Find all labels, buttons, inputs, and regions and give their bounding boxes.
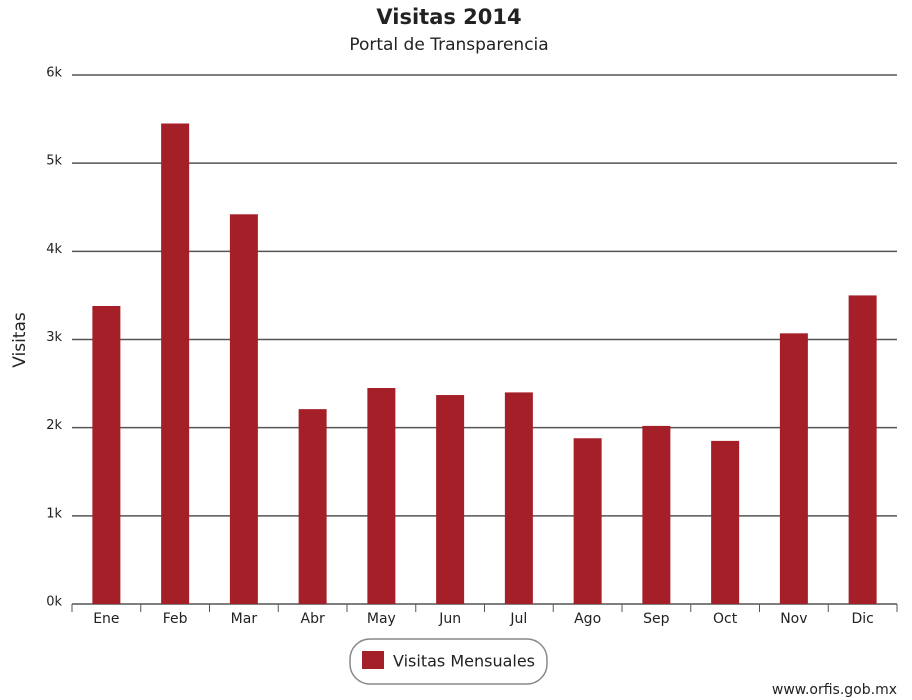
y-tick-label: 1k — [46, 506, 62, 521]
x-tick-label: Jul — [509, 611, 527, 627]
legend-swatch — [362, 651, 384, 669]
x-tick-label: Abr — [301, 611, 325, 627]
x-tick-label: Dic — [851, 611, 873, 627]
x-tick-label: Mar — [231, 611, 258, 627]
bar — [298, 409, 327, 604]
x-tick-label: Ene — [93, 611, 119, 627]
y-tick-label: 6k — [46, 66, 62, 81]
bar — [642, 425, 671, 604]
bar — [92, 305, 121, 604]
bar — [367, 387, 396, 604]
y-tick-label: 4k — [46, 242, 62, 257]
x-tick-label: Ago — [574, 611, 601, 627]
bar — [573, 438, 602, 604]
y-tick-label: 3k — [46, 330, 62, 345]
credit: www.orfis.gob.mx — [772, 682, 897, 698]
legend-label: Visitas Mensuales — [393, 652, 535, 671]
bar — [436, 395, 465, 604]
y-tick-label: 2k — [46, 418, 62, 433]
x-tick-label: Nov — [780, 611, 807, 627]
chart-subtitle: Portal de Transparencia — [349, 35, 548, 55]
x-tick-label: Sep — [643, 611, 670, 627]
chart-title: Visitas 2014 — [376, 5, 521, 29]
x-tick-label: Jun — [438, 611, 461, 627]
x-tick-label: Oct — [713, 611, 738, 627]
y-axis-title: Visitas — [10, 312, 30, 368]
y-tick-label: 5k — [46, 154, 62, 169]
y-tick-label: 0k — [46, 595, 62, 610]
bar — [711, 440, 740, 604]
x-tick-label: May — [367, 611, 396, 627]
bar — [779, 333, 808, 604]
bar — [229, 214, 258, 604]
legend-box — [349, 638, 548, 685]
bar — [504, 392, 533, 604]
bar — [161, 123, 190, 604]
bar — [848, 295, 877, 604]
x-tick-label: Feb — [163, 611, 188, 627]
